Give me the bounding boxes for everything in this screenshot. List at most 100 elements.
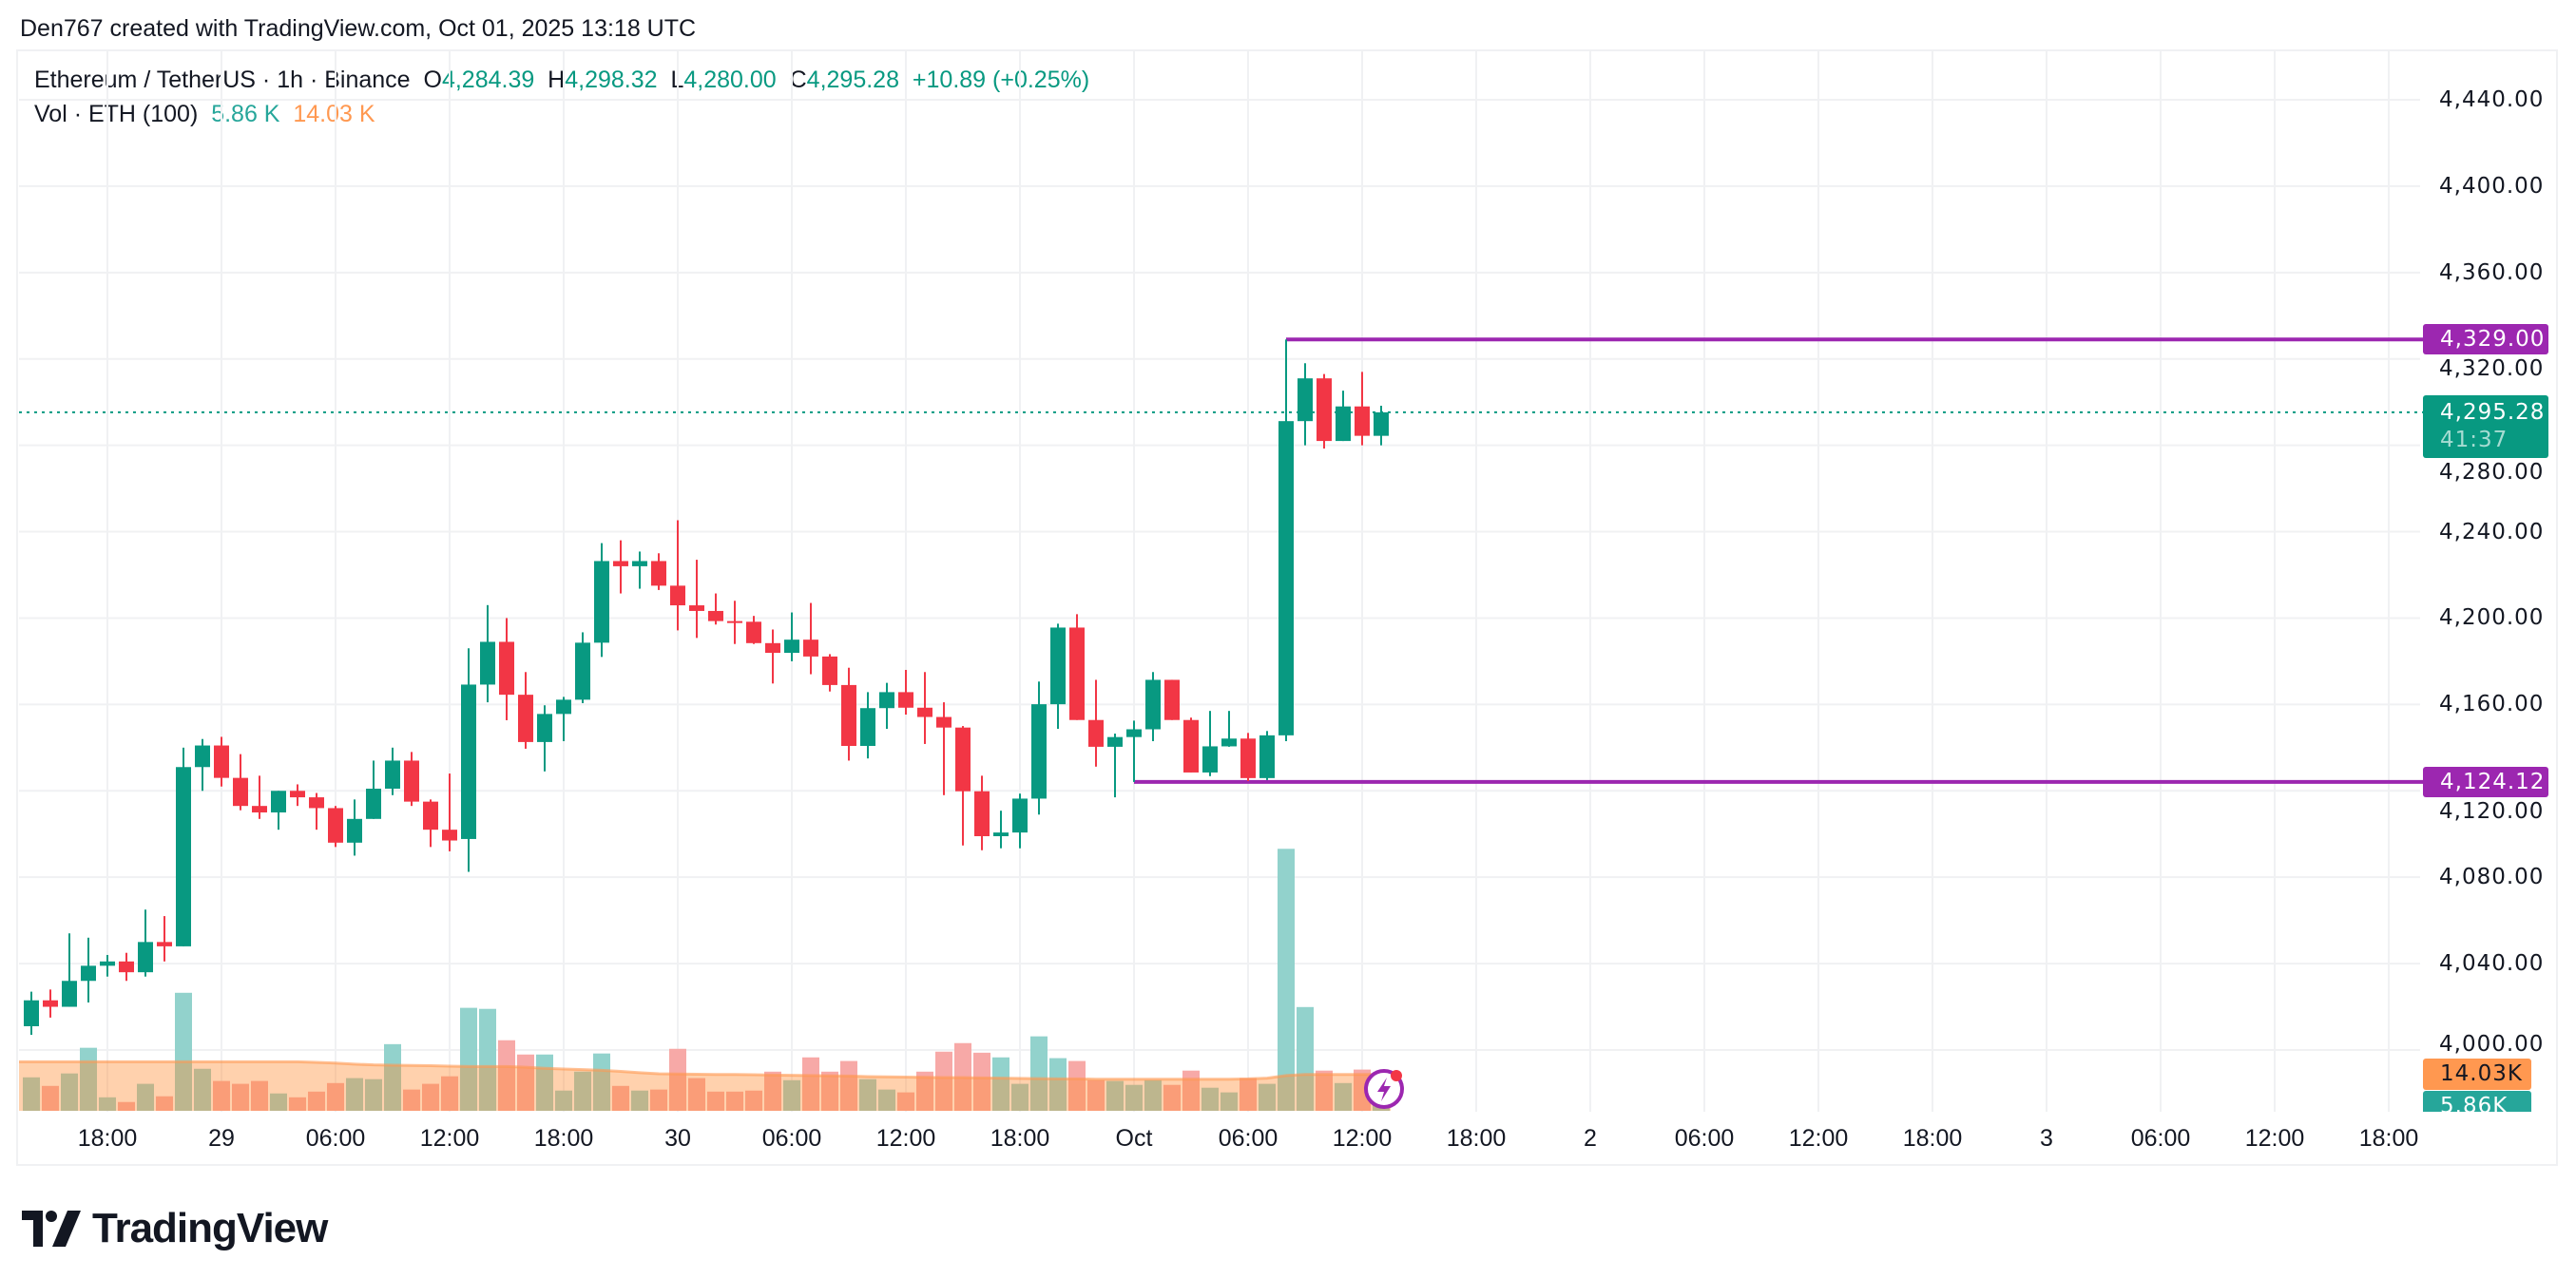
candle (328, 806, 343, 848)
last-price-label: 4,295.28 41:37 (2423, 395, 2548, 458)
candle (822, 654, 837, 692)
candle-wick (772, 629, 774, 684)
candle-body (689, 605, 704, 611)
candle-body (1278, 421, 1294, 735)
candle-body (195, 745, 210, 768)
candle-body (1240, 738, 1256, 778)
candle-wick (810, 602, 812, 675)
candle-body (271, 791, 286, 812)
candle-body (1012, 798, 1028, 833)
volume-ma-area (19, 1061, 1391, 1111)
candle (1183, 717, 1199, 773)
volume-last-axis-label: 5.86K (2423, 1091, 2531, 1112)
volume-bar (821, 1071, 838, 1111)
candle-wick (316, 792, 317, 830)
volume-bar (232, 1083, 249, 1111)
candle (746, 616, 761, 644)
candle-wick (639, 551, 641, 589)
candle (784, 612, 799, 661)
candle (309, 792, 324, 830)
price-tick-label: 4,240.00 (2439, 519, 2545, 544)
volume-ma (19, 1059, 1391, 1111)
tradingview-logo[interactable]: TradingView (22, 1205, 328, 1252)
time-tick-label: 06:00 (761, 1125, 822, 1152)
candle-body (556, 699, 571, 715)
price-tick-label: 4,320.00 (2439, 356, 2545, 381)
candle-body (822, 656, 837, 685)
candle-body (1145, 679, 1161, 730)
candle-body (62, 981, 77, 1007)
candle-body (993, 832, 1009, 836)
candle-body (1050, 627, 1066, 705)
candle (1088, 679, 1104, 767)
volume-axis-clip: 5.86K (2423, 1091, 2531, 1112)
time-tick-label: 3 (2040, 1125, 2053, 1152)
time-tick-label: 18:00 (2358, 1125, 2419, 1152)
candle-body (1336, 406, 1351, 442)
volume-bar (840, 1060, 857, 1111)
price-tick-label: 4,200.00 (2439, 605, 2545, 631)
time-tick-label: 18:00 (77, 1125, 138, 1152)
volume-bar (612, 1085, 629, 1111)
high-label: H (548, 67, 566, 93)
horizontal-levels[interactable] (19, 337, 2423, 784)
candle-body (423, 801, 438, 830)
candle (936, 702, 952, 795)
candle (214, 736, 229, 787)
volume-bar (479, 1008, 496, 1111)
change-value: +10.89 (+0.25%) (912, 67, 1090, 93)
volume-bar (308, 1091, 325, 1111)
candle-wick (1114, 734, 1116, 798)
candle-body (347, 818, 362, 843)
candle (575, 632, 590, 703)
candle-body (955, 727, 971, 792)
candle (1298, 363, 1313, 446)
volume-bar (1182, 1070, 1200, 1111)
candle (1031, 681, 1047, 815)
candle (1221, 711, 1237, 747)
candle-wick (1000, 811, 1002, 849)
volume-bar (726, 1091, 743, 1111)
time-axis[interactable]: 18:00 29 06:00 12:00 18:00 30 06:00 12:00 18:00 O… (0, 1114, 2420, 1161)
time-tick-label: 30 (664, 1125, 691, 1152)
price-tick-label: 4,440.00 (2439, 87, 2545, 112)
candle-body (765, 642, 780, 654)
volume-bar (574, 1071, 591, 1111)
candle-body (917, 707, 932, 717)
volume-bar (42, 1085, 59, 1111)
candle (1050, 623, 1066, 730)
time-tick-label: 12:00 (419, 1125, 480, 1152)
candle (841, 667, 856, 761)
open-value: 4,284.39 (441, 67, 535, 93)
volume-bar (859, 1079, 876, 1111)
candle-wick (563, 697, 565, 741)
candle (632, 551, 647, 589)
candle-body (328, 808, 343, 843)
candle-body (575, 642, 590, 700)
candle-body (290, 791, 305, 798)
volume-bar (1106, 1080, 1124, 1111)
candle (651, 553, 666, 590)
candle-body (1374, 411, 1389, 436)
candle-wick (163, 916, 165, 962)
volume-bar (213, 1080, 230, 1111)
time-tick-label: 06:00 (2130, 1125, 2191, 1152)
time-tick-label: 12:00 (1788, 1125, 1849, 1152)
volume-title[interactable]: Vol · ETH (100) (34, 101, 199, 127)
volume-bar (1144, 1079, 1162, 1111)
volume-bar (1259, 1083, 1276, 1111)
candle (271, 791, 286, 830)
candle-body (898, 692, 913, 708)
alert-lightning-icon[interactable] (1364, 1069, 1404, 1109)
volume-bar (80, 1047, 97, 1111)
candle (537, 705, 552, 772)
candle (727, 601, 742, 644)
volume-bar (1125, 1084, 1143, 1111)
candle (195, 738, 210, 792)
candle (233, 754, 248, 811)
candle (24, 991, 39, 1036)
volume-bar (1221, 1092, 1238, 1111)
volume-value: 5.86 K (211, 101, 280, 127)
support-price-label: 4,124.12 (2423, 767, 2548, 797)
